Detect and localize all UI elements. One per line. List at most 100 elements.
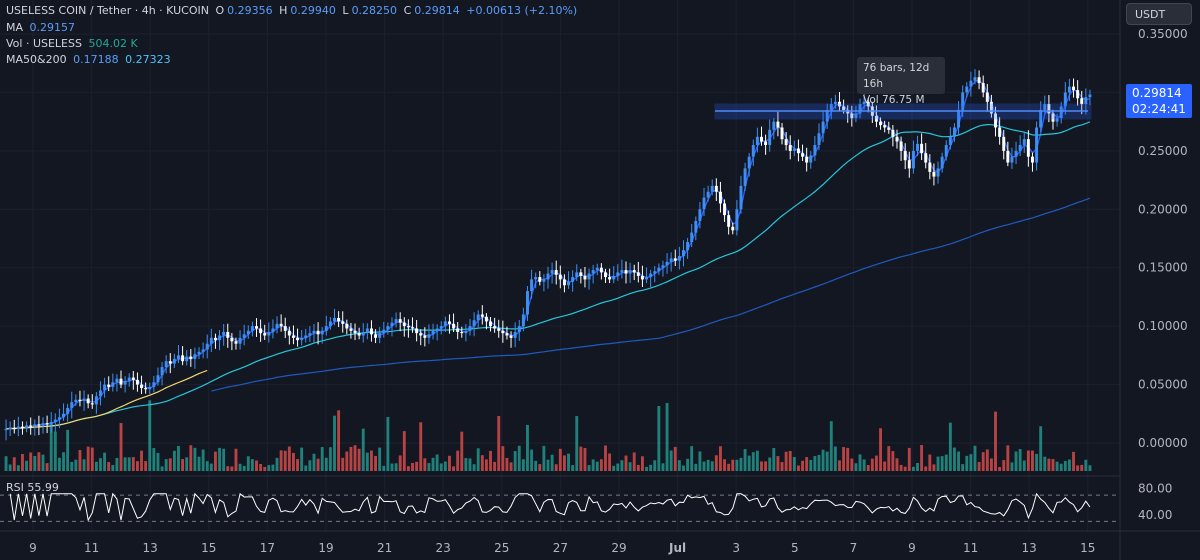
candle-body [513,331,517,338]
candle-body [948,136,952,146]
candle-body [226,331,230,338]
volume-bar [119,423,123,471]
candle-body [263,333,267,336]
volume-bar [279,450,283,471]
volume-bar [341,457,345,471]
candle-body [127,377,131,382]
volume-bar [283,450,287,471]
candle-body [472,320,476,327]
volume-bar [977,461,981,471]
candle-body [796,148,800,154]
candle-body [772,121,776,130]
candle-body [333,317,336,322]
volume-bar [177,445,180,471]
low-label: L [342,4,349,17]
volume-bar [567,453,570,471]
candle-body [961,92,965,110]
volume-bar [911,466,915,471]
candle-body [337,317,341,322]
volume-bar [181,459,185,471]
candle-body [505,333,509,336]
volume-bar [62,452,65,471]
volume-bar [842,447,846,471]
candle-body [743,168,747,186]
candle-body [755,136,759,146]
candle-body [928,162,932,172]
volume-bar [197,456,201,471]
ma50-200-legend[interactable]: MA50&200 0.17188 0.27323 [6,53,174,66]
volume-bar [953,447,956,471]
volume-bar [682,465,685,471]
candle-body [181,355,185,362]
volume-bar [887,446,891,471]
candle-body [608,277,612,280]
y-tick-label: 0.35000 [1138,27,1188,41]
candle-body [259,328,263,334]
candle-body [119,378,123,385]
volume-bar [1067,459,1071,471]
volume-bar [788,450,792,471]
ma-legend[interactable]: MA 0.29157 [6,21,78,34]
volume-bar [534,460,538,471]
candle-body [998,127,1002,137]
volume-bar [862,459,866,471]
candle-body [907,160,911,169]
volume-bar [801,460,804,471]
volume-bar [1006,445,1010,471]
volume-bar [809,459,813,471]
candle-body [402,322,406,327]
candle-body [476,314,480,321]
candle-body [776,121,780,128]
volume-bar [333,415,336,471]
candle-body [353,330,357,334]
volume-bar [86,446,90,471]
volume-bar [731,459,735,471]
candle-body [156,375,160,383]
candle-body [115,378,119,383]
candle-body [579,272,583,276]
measure-tooltip: 76 bars, 12d 16h Vol 76.75 M [857,57,945,106]
volume-bar [772,447,776,471]
candle-body [361,331,365,336]
candle-body [369,328,373,335]
candle-body [497,328,501,331]
volume-legend[interactable]: Vol · USELESS 504.02 K [6,37,141,50]
candle-body [957,109,961,128]
y-tick-label: 0.25000 [1138,144,1188,158]
candle-body [1084,97,1088,105]
candle-body [690,232,694,243]
volume-bar [345,451,349,471]
candle-body [628,270,632,274]
volume-bar [969,454,973,471]
candle-body [304,335,308,338]
volume-bar [296,459,299,471]
candle-body [177,355,180,359]
candle-body [854,113,858,119]
volume-bar [985,449,989,471]
volume-bar [267,465,271,471]
candle-body [887,127,891,130]
volume-bar [940,456,944,471]
rsi-value: 55.99 [27,481,59,494]
candle-body [530,279,534,292]
currency-button[interactable]: USDT [1126,3,1192,25]
ma50-200-label: MA50&200 [6,53,67,66]
candle-body [489,321,492,327]
volume-bar [99,458,102,471]
volume-bar [591,459,595,471]
candle-body [452,323,456,329]
candle-body [382,329,386,334]
volume-bar [370,450,373,471]
ma200-value: 0.27323 [125,53,171,66]
candle-body [328,321,332,327]
rsi-legend[interactable]: RSI 55.99 [6,481,59,494]
candle-body [242,334,246,338]
candle-body [866,101,870,107]
candle-body [144,388,148,390]
volume-bar [747,455,751,471]
candle-body [952,127,956,137]
volume-bar [1010,462,1014,471]
volume-bar [1018,449,1022,471]
volume-bar [25,460,29,471]
